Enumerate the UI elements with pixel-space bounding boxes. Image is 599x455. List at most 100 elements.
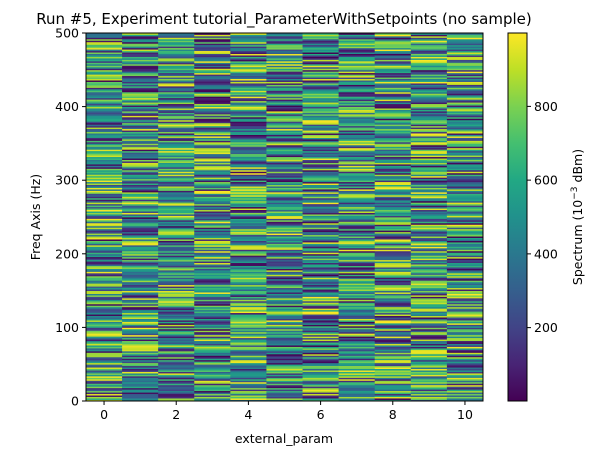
heatmap-cell xyxy=(158,317,195,319)
heatmap-cell xyxy=(86,295,123,297)
heatmap-cell xyxy=(86,328,123,331)
heatmap-cell xyxy=(410,370,448,372)
heatmap-cell xyxy=(194,81,231,84)
heatmap-cell xyxy=(194,159,231,162)
heatmap-cell xyxy=(338,138,376,141)
heatmap-cell xyxy=(230,138,267,141)
heatmap-cell xyxy=(338,299,376,302)
heatmap-cell xyxy=(122,65,159,68)
heatmap-cell xyxy=(194,202,231,205)
heatmap-cell xyxy=(122,50,159,53)
heatmap-cell xyxy=(302,321,340,324)
heatmap-cell xyxy=(86,336,123,339)
heatmap-cell xyxy=(158,186,195,188)
heatmap-cell xyxy=(266,169,303,172)
heatmap-cell xyxy=(194,162,231,165)
heatmap-cell xyxy=(122,116,159,119)
heatmap-cell xyxy=(230,200,267,203)
heatmap-cell xyxy=(338,46,376,49)
heatmap-cell xyxy=(302,175,340,178)
heatmap-cell xyxy=(122,350,159,353)
heatmap-cell xyxy=(266,66,303,69)
heatmap-cell xyxy=(194,381,231,384)
heatmap-cell xyxy=(122,189,159,191)
heatmap-cell xyxy=(338,320,376,322)
heatmap-cell xyxy=(194,367,231,370)
heatmap-cell xyxy=(446,118,484,121)
heatmap-cell xyxy=(194,102,231,105)
heatmap-cell xyxy=(194,87,231,90)
heatmap-cell xyxy=(230,41,267,44)
heatmap-cell xyxy=(446,106,484,109)
heatmap-cell xyxy=(86,177,123,180)
heatmap-cell xyxy=(86,153,123,156)
heatmap-cell xyxy=(374,346,412,349)
heatmap-cell xyxy=(410,345,448,347)
heatmap-cell xyxy=(194,277,231,280)
heatmap-cell xyxy=(338,322,376,325)
heatmap-cell xyxy=(122,155,159,158)
heatmap-cell xyxy=(302,264,340,266)
heatmap-cell xyxy=(230,243,267,246)
heatmap-cell xyxy=(374,371,412,374)
heatmap-cell xyxy=(266,264,303,266)
heatmap-cell xyxy=(410,305,448,308)
heatmap-cell xyxy=(194,375,231,378)
heatmap-cell xyxy=(338,78,376,81)
heatmap-cell xyxy=(266,33,303,35)
heatmap-cell xyxy=(338,116,376,119)
heatmap-cell xyxy=(338,373,376,375)
heatmap-cell xyxy=(86,324,123,327)
heatmap-cell xyxy=(374,296,412,299)
heatmap-cell xyxy=(266,373,303,375)
heatmap-cell xyxy=(446,69,484,72)
heatmap-cell xyxy=(122,340,159,343)
heatmap-cell xyxy=(86,346,123,349)
heatmap-cell xyxy=(230,371,267,374)
heatmap-cell xyxy=(86,161,123,163)
heatmap-cell xyxy=(86,158,123,160)
heatmap-cell xyxy=(194,106,231,109)
heatmap-cell xyxy=(302,346,340,349)
heatmap-cell xyxy=(302,69,340,72)
heatmap-cell xyxy=(446,174,484,177)
heatmap-cell xyxy=(266,125,303,128)
heatmap-cell xyxy=(122,290,159,293)
heatmap-cell xyxy=(158,161,195,163)
heatmap-cell xyxy=(338,350,376,353)
heatmap-cell xyxy=(266,225,303,228)
heatmap-cell xyxy=(410,186,448,188)
heatmap-cell xyxy=(230,228,267,231)
heatmap-cell xyxy=(86,140,123,143)
heatmap-cell xyxy=(446,186,484,188)
heatmap-cell xyxy=(158,227,195,230)
heatmap-cell xyxy=(194,299,231,302)
heatmap-cell xyxy=(158,244,195,247)
heatmap-cell xyxy=(122,174,159,177)
heatmap-cell xyxy=(86,296,123,299)
heatmap-cell xyxy=(410,339,448,342)
heatmap-cell xyxy=(446,59,484,62)
heatmap-cell xyxy=(410,119,448,122)
heatmap-cell xyxy=(266,77,303,80)
heatmap-cell xyxy=(446,111,484,113)
heatmap-cell xyxy=(194,399,231,402)
heatmap-cell xyxy=(230,362,267,365)
heatmap-cell xyxy=(230,133,267,135)
heatmap-cell xyxy=(446,364,484,367)
heatmap-cell xyxy=(302,159,340,162)
heatmap-cell xyxy=(266,339,303,342)
heatmap-cell xyxy=(266,278,303,281)
heatmap-cell xyxy=(230,115,267,118)
heatmap-cell xyxy=(230,187,267,190)
heatmap-cell xyxy=(158,96,195,99)
heatmap-cell xyxy=(410,262,448,265)
heatmap-cell xyxy=(410,299,448,302)
heatmap-cell xyxy=(266,399,303,402)
heatmap-cell xyxy=(194,362,231,365)
heatmap-cell xyxy=(302,348,340,350)
heatmap-cell xyxy=(86,361,123,364)
heatmap-cell xyxy=(446,265,484,268)
heatmap-cell xyxy=(410,149,448,152)
heatmap-cell xyxy=(158,156,195,159)
